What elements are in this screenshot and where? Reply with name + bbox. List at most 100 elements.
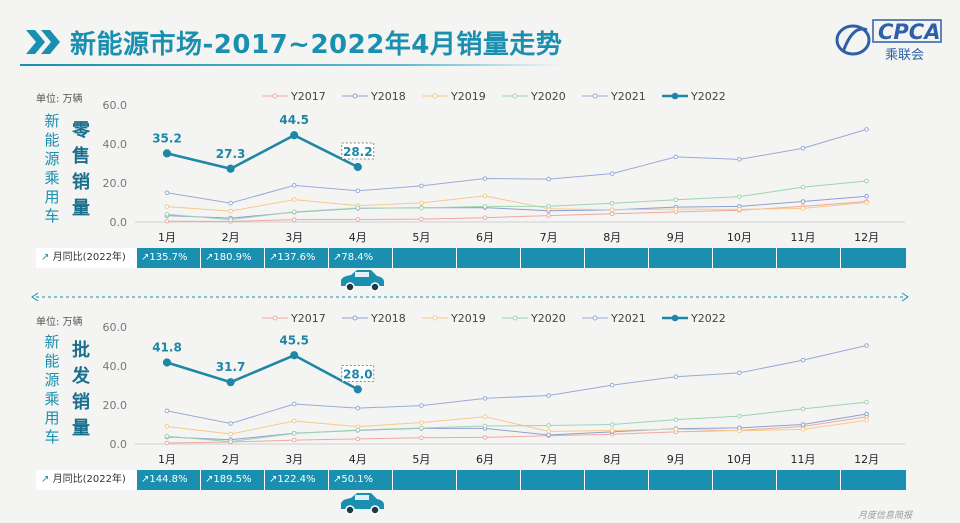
data-point-y2022 <box>162 149 172 158</box>
data-point-y2020 <box>864 178 869 184</box>
data-point-y2021 <box>355 188 361 194</box>
yoy-cell <box>456 248 520 268</box>
data-point-y2021 <box>609 382 615 388</box>
data-point-y2021 <box>673 154 679 160</box>
page-title: 新能源市场-2017~2022年4月销量走势 <box>70 30 563 60</box>
legend-marker <box>432 315 438 321</box>
data-point-y2017 <box>355 217 361 222</box>
data-point-y2020 <box>737 194 742 199</box>
x-tick-label: 9月 <box>667 453 685 466</box>
data-point-y2020 <box>228 439 233 444</box>
data-point-y2019 <box>482 414 488 419</box>
trend-up-icon: ↗ <box>205 474 214 485</box>
x-tick-label: 7月 <box>540 453 558 466</box>
data-point-y2020 <box>800 406 806 412</box>
data-point-y2018 <box>864 411 869 417</box>
data-point-y2022 <box>353 385 362 394</box>
data-point-y2021 <box>609 171 615 176</box>
y-tick-label: 20.0 <box>103 399 128 412</box>
trend-up-icon: ↗ <box>41 474 50 485</box>
data-point-y2019 <box>864 417 869 423</box>
x-tick-label: 3月 <box>285 453 303 466</box>
yoy-value: 189.5% <box>213 474 252 485</box>
y-tick-label: 60.0 <box>103 99 128 112</box>
yoy-cell <box>776 470 840 490</box>
series-line-y2019 <box>166 416 867 435</box>
side-label-char: 车 <box>44 428 60 446</box>
data-point-y2020 <box>164 211 170 217</box>
data-point-y2018 <box>800 199 806 204</box>
retail-line-chart: 0.0 20.0 40.0 60.0 1月 2月 3月 4月 5月 6月 7月 8月 9月 10月 11月 1… <box>103 90 905 244</box>
series-line-y2019 <box>166 195 867 212</box>
side-label-char: 售 <box>72 146 90 167</box>
yoy-cell: ↗144.8% <box>136 470 200 490</box>
data-point-y2017 <box>164 218 170 224</box>
yoy-cell <box>392 470 456 490</box>
legend-label: Y2018 <box>370 312 406 325</box>
series-line-y2020 <box>166 180 867 221</box>
legend-marker <box>272 315 278 321</box>
data-point-y2020 <box>609 422 615 427</box>
side-label-category: 新能源乘用车 <box>42 112 62 226</box>
data-point-y2019 <box>546 429 551 434</box>
side-label-char: 能 <box>44 131 60 149</box>
yoy-cell <box>712 470 776 490</box>
data-point-y2021 <box>546 393 551 398</box>
trend-up-icon: ↗ <box>333 252 342 263</box>
yoy-cell <box>840 470 906 490</box>
data-point-y2019 <box>482 193 488 199</box>
data-point-y2020 <box>737 413 742 419</box>
data-point-y2019 <box>164 204 170 209</box>
series-line-y2021 <box>166 128 867 204</box>
data-point-y2019 <box>737 207 742 212</box>
yoy-cell <box>520 470 584 490</box>
legend-marker <box>592 315 598 321</box>
data-point-y2019 <box>164 424 170 429</box>
trend-up-icon: ↗ <box>141 252 150 263</box>
data-point-y2020 <box>355 427 361 433</box>
data-point-y2021 <box>291 183 297 188</box>
yoy-cell: ↗50.1% <box>328 470 392 490</box>
car-icon <box>341 270 384 292</box>
yoy-value: 137.6% <box>277 252 316 263</box>
unit-label: 单位: 万辆 <box>36 94 83 105</box>
data-point-y2021 <box>864 127 869 132</box>
yoy-value: 180.9% <box>213 252 252 263</box>
x-tick-label: 2月 <box>222 231 240 244</box>
data-point-y2017 <box>419 435 424 441</box>
car-icon <box>341 493 384 515</box>
title-underline <box>20 64 565 66</box>
yoy-cell <box>392 248 456 268</box>
side-label-char: 新 <box>44 112 60 130</box>
data-point-y2022 <box>353 162 362 172</box>
data-point-y2021 <box>164 190 170 196</box>
trend-up-icon: ↗ <box>333 474 342 485</box>
data-point-y2019 <box>673 206 679 212</box>
x-tick-label: 7月 <box>540 231 558 244</box>
x-tick-label: 12月 <box>854 231 879 244</box>
data-label: 27.3 <box>216 147 246 161</box>
header: 新能源市场-2017~2022年4月销量走势 CPCA 乘联会 <box>0 0 960 80</box>
data-point-y2020 <box>228 217 233 222</box>
data-point-y2022 <box>290 131 299 140</box>
data-point-y2021 <box>228 421 233 426</box>
data-point-y2021 <box>737 370 742 376</box>
data-label: 28.0 <box>343 367 373 381</box>
data-point-y2021 <box>355 405 361 411</box>
side-label-char: 车 <box>44 207 60 225</box>
legend-marker <box>352 315 358 321</box>
y-tick-label: 0.0 <box>110 438 128 451</box>
trend-up-icon: ↗ <box>269 474 278 485</box>
x-tick-label: 4月 <box>349 453 367 466</box>
data-point-y2018 <box>546 432 551 438</box>
data-point-y2021 <box>419 183 424 189</box>
trend-up-icon: ↗ <box>141 474 150 485</box>
side-label-char: 销 <box>72 392 90 413</box>
yoy-cell <box>456 470 520 490</box>
side-label-char: 源 <box>44 150 60 168</box>
legend-label: Y2019 <box>450 90 486 103</box>
data-point-y2021 <box>546 176 551 182</box>
legend-marker <box>352 93 358 99</box>
side-label-char: 用 <box>44 188 60 206</box>
data-point-y2021 <box>291 401 297 407</box>
